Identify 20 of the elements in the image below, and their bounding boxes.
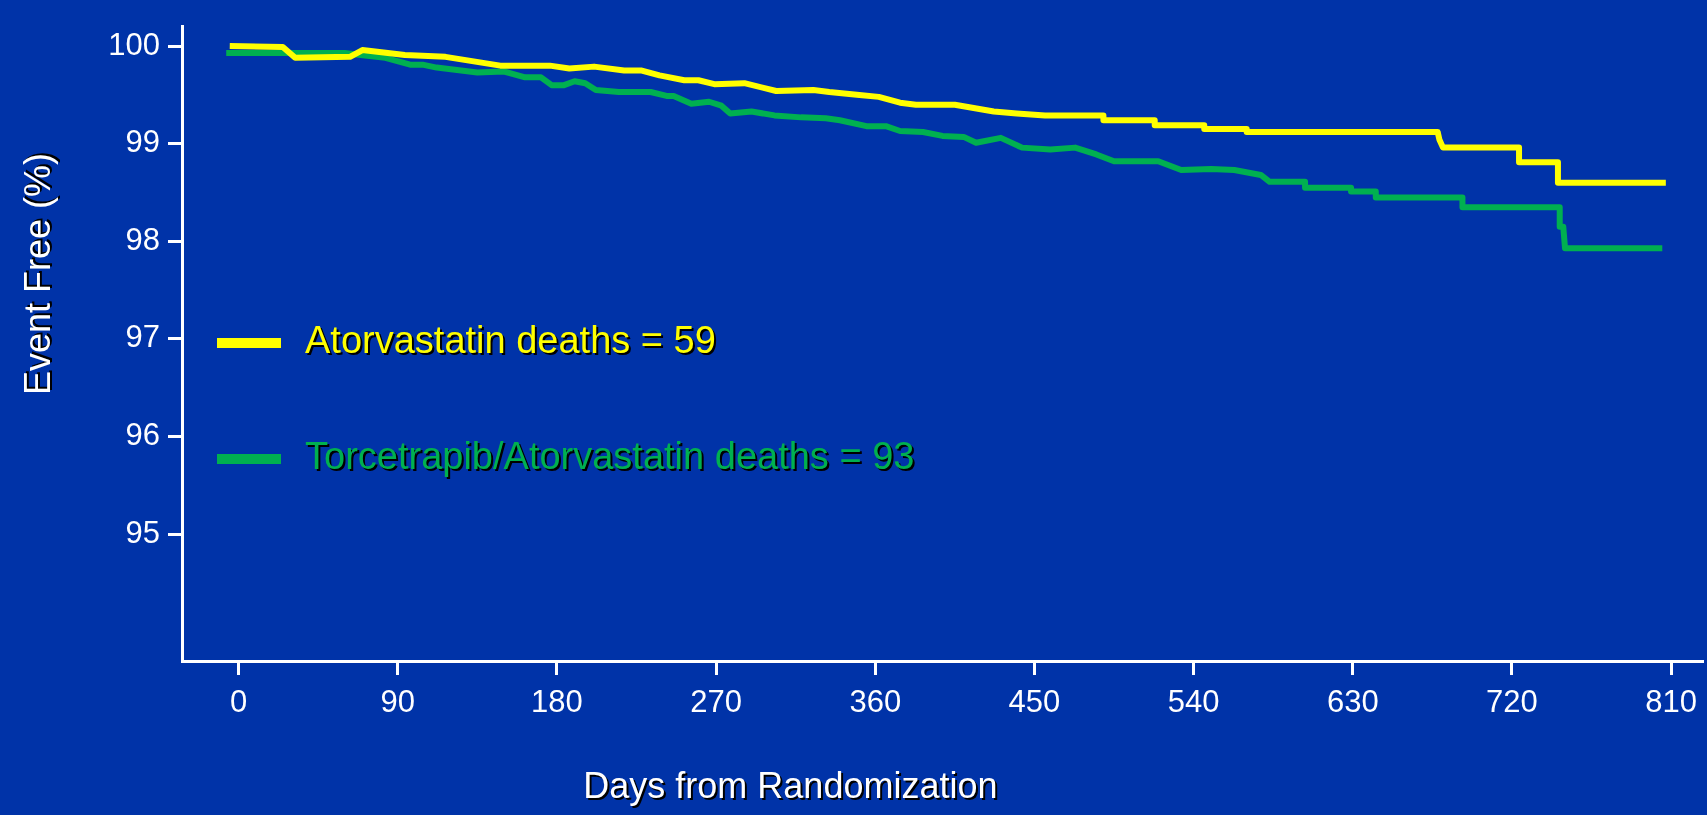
y-tick-label: 98 [125, 221, 160, 257]
y-tick-label: 96 [125, 417, 160, 453]
y-tick-label: 100 [108, 26, 160, 62]
x-tick-label: 450 [1008, 684, 1061, 720]
x-tick-label: 540 [1167, 684, 1220, 720]
y-tick-label: 97 [125, 319, 160, 355]
x-tick-label: 630 [1326, 684, 1379, 720]
x-tick-label: 90 [380, 684, 416, 720]
x-tick-label: 720 [1486, 684, 1538, 720]
y-tick-label: 95 [125, 514, 160, 550]
legend-label: Atorvastatin deaths = 59 [305, 319, 716, 362]
x-tick-label: 180 [531, 684, 583, 720]
x-tick-label: 0 [229, 684, 248, 720]
y-tick-label: 99 [125, 124, 160, 160]
x-tick-label: 270 [690, 684, 742, 720]
x-axis-title: Days from Randomization [583, 764, 998, 806]
x-tick-label: 360 [849, 684, 902, 720]
legend-label: Torcetrapib/Atorvastatin deaths = 93 [305, 435, 915, 478]
x-tick-label: 810 [1645, 684, 1698, 720]
y-axis-title: Event Free (%) [18, 150, 60, 394]
